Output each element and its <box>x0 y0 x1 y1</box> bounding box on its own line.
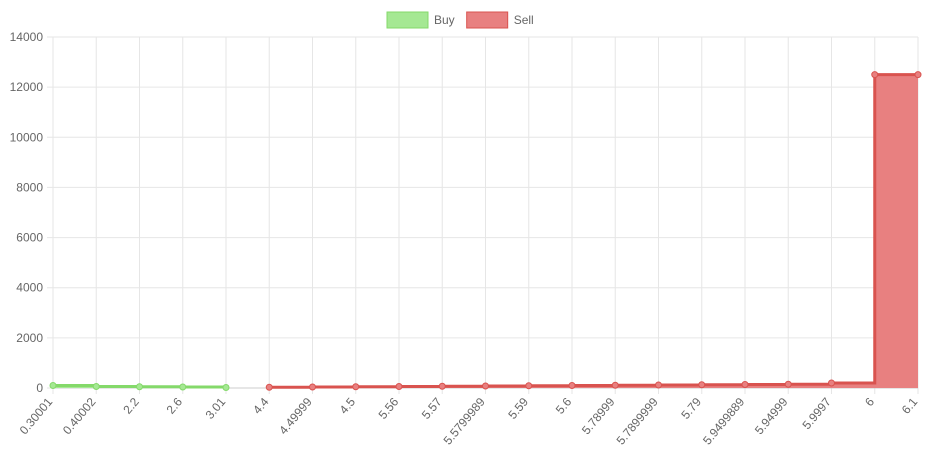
point <box>828 379 835 387</box>
point <box>914 71 922 79</box>
point <box>568 381 576 389</box>
x-tick-label: 2.2 <box>120 395 142 417</box>
legend-swatch[interactable] <box>386 11 429 29</box>
point <box>49 381 57 389</box>
point <box>265 383 273 391</box>
y-tick-label: 14000 <box>10 30 44 44</box>
x-tick-label: 5.56 <box>376 395 402 422</box>
point <box>438 382 446 390</box>
x-tick-label: 0.30001 <box>17 395 56 437</box>
x-tick-label: 4.5 <box>337 395 359 417</box>
point <box>309 383 316 391</box>
point <box>179 383 187 391</box>
line <box>269 73 918 389</box>
x-tick-label: 5.79 <box>678 395 704 422</box>
x-tick-label: 2.6 <box>164 395 186 417</box>
x-tick-label: 6 <box>862 395 877 409</box>
point <box>698 381 706 389</box>
y-tick-label: 4000 <box>16 281 43 295</box>
x-tick-label: 5.59 <box>505 395 531 422</box>
point <box>352 383 360 391</box>
x-tick-label: 4.4 <box>250 395 272 417</box>
x-tick-label: 5.9997 <box>799 395 834 432</box>
point <box>92 382 100 390</box>
point <box>136 383 143 391</box>
point <box>784 380 792 388</box>
y-tick-label: 2000 <box>16 331 43 345</box>
x-tick-label: 0.40002 <box>60 395 99 437</box>
y-tick-label: 6000 <box>16 231 43 245</box>
x-tick-label: 5.9499889 <box>700 395 747 448</box>
legend-label[interactable]: Sell <box>514 13 534 27</box>
x-tick-label: 5.94999 <box>752 395 791 437</box>
x-tick-label: 5.6 <box>553 395 575 417</box>
x-tick-label: 5.57 <box>419 395 445 422</box>
point <box>482 382 489 390</box>
x-tick-label: 3.01 <box>203 395 229 422</box>
point <box>741 380 749 388</box>
point <box>611 381 619 389</box>
x-tick-label: 5.5799989 <box>441 395 488 448</box>
point <box>871 71 879 79</box>
legend-label[interactable]: Buy <box>434 13 455 27</box>
x-tick-label: 4.49999 <box>276 395 315 437</box>
y-tick-label: 12000 <box>10 80 44 94</box>
y-tick-label: 10000 <box>10 130 44 144</box>
x-tick-label: 5.78999 <box>579 395 618 437</box>
y-tick-label: 0 <box>36 381 43 395</box>
x-tick-label: 6.1 <box>899 395 921 417</box>
point <box>655 381 662 389</box>
point <box>525 382 533 390</box>
area-fill <box>269 74 918 388</box>
x-tick-label: 5.7899999 <box>614 395 661 448</box>
y-tick-label: 8000 <box>16 180 43 194</box>
legend-swatch[interactable] <box>466 11 509 29</box>
point <box>222 383 230 391</box>
point <box>395 382 403 390</box>
